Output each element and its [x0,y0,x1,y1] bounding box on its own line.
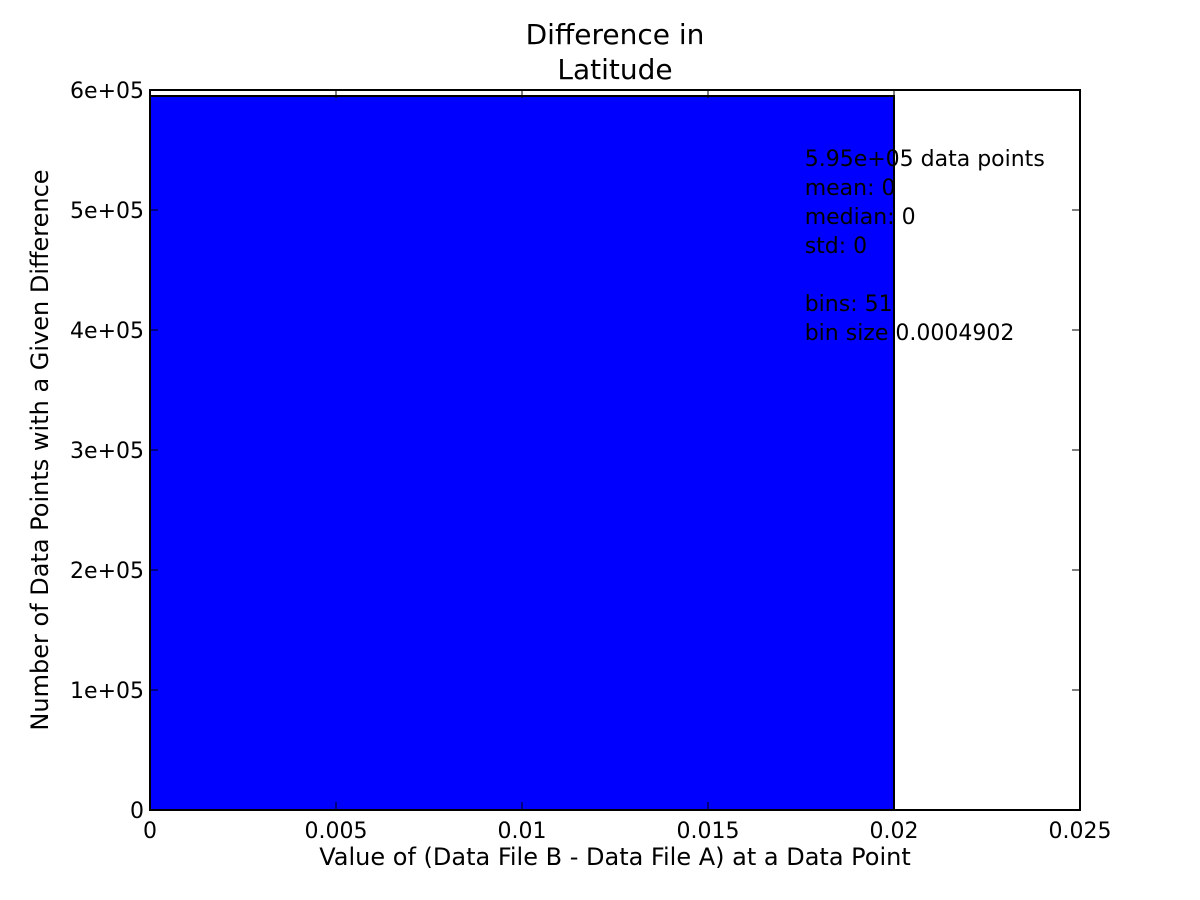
x-tick-label: 0.02 [870,819,919,844]
x-tick-label: 0.025 [1049,819,1112,844]
x-tick-label: 0.01 [498,819,547,844]
x-axis: 0 0.005 0.01 0.015 0.02 0.025 [143,90,1111,844]
y-tick-label: 0 [130,799,144,824]
x-axis-label: Value of (Data File B - Data File A) at … [319,843,911,871]
annotation-line: std: 0 [805,234,867,259]
annotation-line: median: 0 [805,205,916,230]
y-axis: 0 1e+05 2e+05 3e+05 4e+05 5e+05 6e+05 [70,79,1080,824]
x-tick-label: 0 [143,819,157,844]
x-tick-label: 0.005 [305,819,368,844]
chart-title-line-1: Difference in [526,18,705,51]
y-tick-label: 5e+05 [70,199,144,224]
annotation-line: bin size 0.0004902 [805,321,1015,346]
y-tick-label: 6e+05 [70,79,144,104]
y-tick-label: 2e+05 [70,559,144,584]
annotation-line: mean: 0 [805,176,896,201]
annotation-line: 5.95e+05 data points [805,147,1045,172]
chart-title-line-2: Latitude [557,53,672,86]
y-tick-label: 3e+05 [70,439,144,464]
histogram-bar [149,95,895,811]
y-tick-label: 4e+05 [70,319,144,344]
chart-title: Difference in Latitude [526,18,705,86]
y-tick-label: 1e+05 [70,679,144,704]
bars-group [149,95,895,811]
x-tick-label: 0.015 [677,819,740,844]
stats-annotation: 5.95e+05 data points mean: 0 median: 0 std:… [805,147,1045,346]
annotation-line: bins: 51 [805,292,893,317]
y-axis-label: Number of Data Points with a Given Diffe… [26,169,54,730]
